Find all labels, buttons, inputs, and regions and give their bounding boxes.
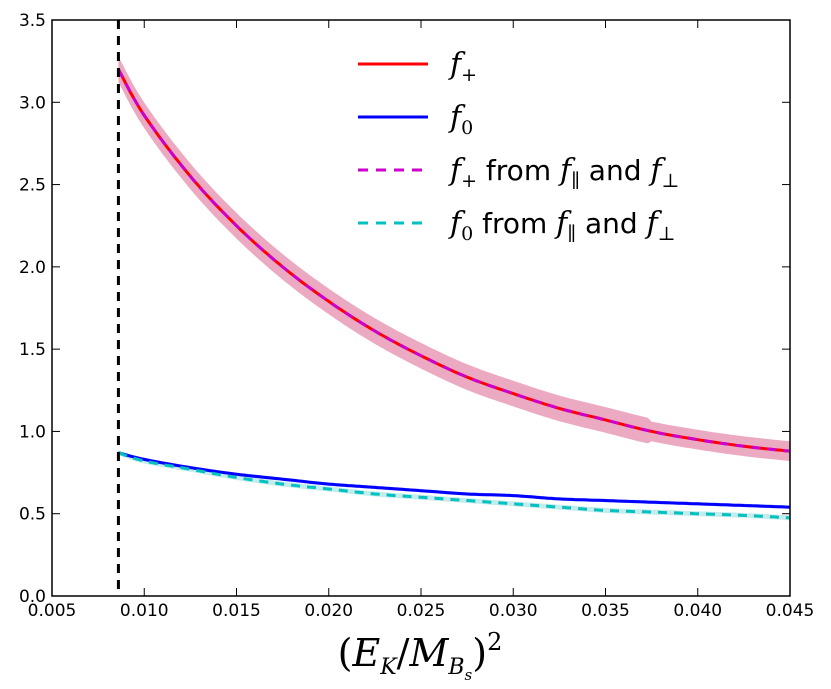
x-tick-label: 0.040 [673, 601, 722, 621]
x-axis-title: (EK/MBs)2 [338, 628, 503, 684]
y-tick-label: 3.0 [19, 93, 46, 113]
series-lines [117, 68, 791, 520]
y-tick-label: 3.5 [19, 11, 46, 31]
series-line-3 [117, 451, 791, 520]
series-line-2 [117, 68, 791, 453]
x-tick-label: 0.030 [489, 601, 538, 621]
y-tick-label: 0.0 [19, 587, 46, 607]
x-tick-label: 0.005 [28, 601, 77, 621]
x-tick-label: 0.020 [304, 601, 353, 621]
y-tick-label: 2.5 [19, 176, 46, 196]
x-tick-label: 0.015 [212, 601, 261, 621]
y-tick-label: 1.5 [19, 340, 46, 360]
x-tick-label: 0.045 [766, 601, 815, 621]
legend-label-2: f+ from f∥ and f⊥ [448, 153, 679, 192]
x-tick-label: 0.035 [581, 601, 630, 621]
x-tick-label: 0.010 [120, 601, 169, 621]
y-tick-label: 2.0 [19, 258, 46, 278]
band-0 [118, 56, 790, 462]
legend-label-3: f0 from f∥ and f⊥ [448, 206, 676, 245]
y-tick-label: 1.0 [19, 422, 46, 442]
series-line-1 [118, 451, 790, 509]
y-tick-label: 0.5 [19, 505, 46, 525]
axis-ticks: 0.005 0.010 0.015 0.020 0.025 0.030 0.035 0.040… [19, 11, 814, 621]
x-tick-label: 0.025 [397, 601, 446, 621]
